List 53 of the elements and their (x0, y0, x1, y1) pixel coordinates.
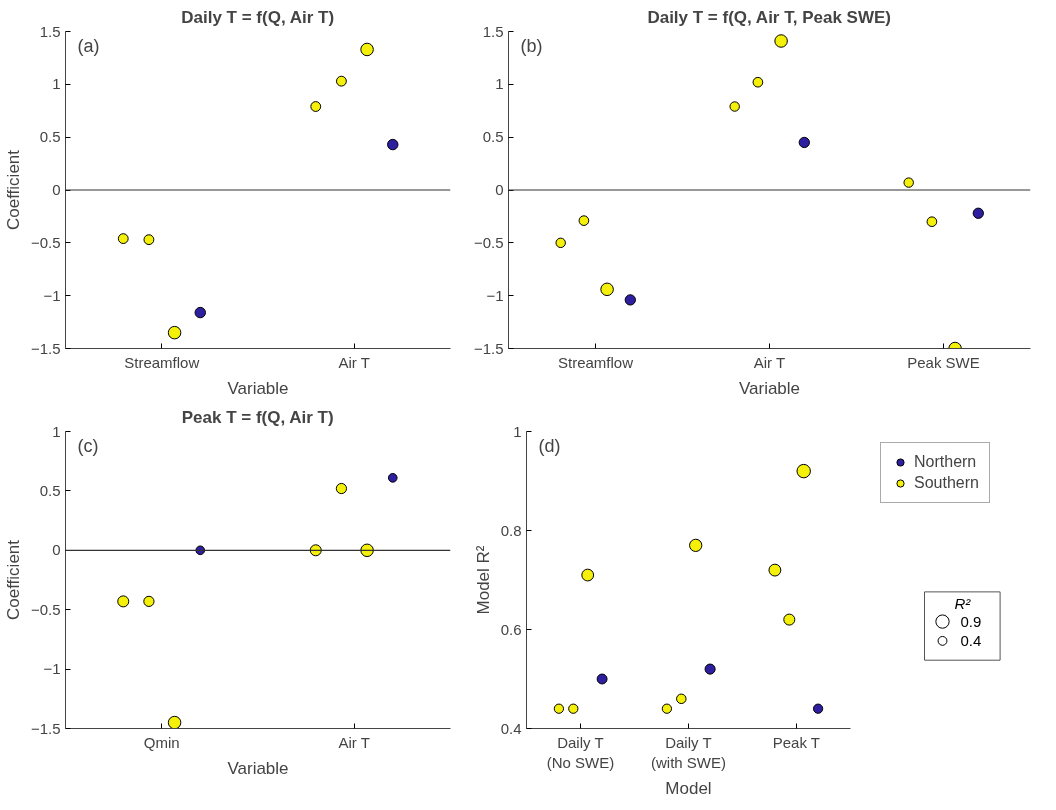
x-tick-label: Peak SWE (907, 353, 980, 371)
legend-title: R² (954, 595, 972, 613)
legend-label: Southern (914, 474, 979, 492)
annotation: (c) (77, 435, 99, 456)
legend-label: 0.9 (960, 612, 982, 630)
legend-label: Northern (914, 453, 977, 471)
annotation: (d) (538, 435, 561, 456)
annotation: (a) (77, 35, 100, 56)
y-tick-label: −1.5 (30, 339, 61, 357)
legend-label: 0.4 (960, 631, 982, 649)
y-tick-label: 0 (495, 181, 504, 198)
y-tick-label: 0.6 (500, 620, 522, 638)
y-tick-label: −1 (486, 286, 504, 304)
chart-title: Daily T = f(Q, Air T) (181, 7, 335, 27)
y-axis-title: Coefficient (3, 149, 23, 231)
x-tick-label: Daily T (with SWE) (651, 733, 726, 771)
y-tick-label: −0.5 (30, 600, 61, 618)
y-tick-label: −0.5 (473, 233, 504, 251)
y-tick-label: 1.5 (482, 22, 504, 40)
y-tick-label: 0.5 (39, 481, 61, 499)
x-axis-title: Variable (227, 378, 289, 398)
y-tick-label: −0.5 (30, 233, 61, 251)
x-tick-label: Air T (338, 353, 370, 371)
x-axis-title: Variable (227, 758, 289, 778)
y-tick-label: 0 (52, 181, 61, 198)
y-tick-label: 1.5 (39, 22, 61, 40)
y-tick-label: 1 (513, 422, 522, 440)
chart-title: Daily T = f(Q, Air T, Peak SWE) (647, 7, 891, 27)
chart-title: Peak T = f(Q, Air T) (181, 407, 334, 427)
y-tick-label: −1 (43, 660, 61, 678)
y-tick-label: −1.5 (473, 339, 504, 357)
x-tick-label: Qmin (143, 733, 180, 751)
x-tick-label: Peak T (772, 733, 820, 751)
y-tick-label: 1 (52, 422, 61, 440)
y-axis-title: Coefficient (3, 539, 23, 621)
y-tick-label: −1 (43, 286, 61, 304)
x-tick-label: Air T (753, 353, 786, 371)
x-axis-title: Variable (738, 378, 801, 398)
annotation: (b) (520, 35, 543, 56)
x-tick-label: Streamflow (557, 353, 634, 371)
y-tick-label: 1 (495, 75, 504, 93)
y-tick-label: 0.4 (500, 719, 522, 737)
y-tick-label: 1 (52, 75, 61, 93)
y-tick-label: 0.5 (39, 128, 61, 146)
y-tick-label: 0 (52, 541, 61, 559)
x-tick-label: Streamflow (124, 353, 200, 371)
y-tick-label: −1.5 (30, 719, 61, 737)
y-tick-label: 0.5 (482, 128, 504, 146)
x-tick-label: Air T (338, 733, 370, 751)
y-axis-title: Model R² (473, 545, 493, 615)
x-tick-label: Daily T (No SWE) (546, 733, 615, 771)
y-tick-label: 0.8 (500, 521, 522, 539)
x-axis-title: Model (665, 778, 712, 798)
